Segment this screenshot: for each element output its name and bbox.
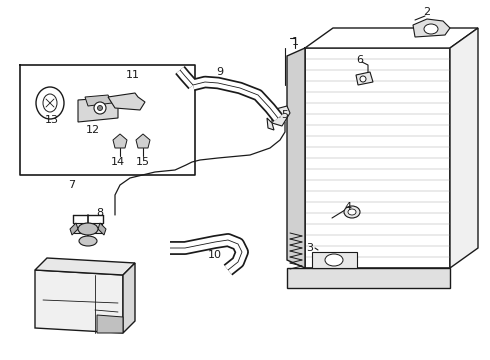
Ellipse shape [344,206,360,218]
Text: 7: 7 [69,180,75,190]
Polygon shape [287,48,305,268]
Polygon shape [356,72,373,85]
Text: 4: 4 [344,202,351,212]
Polygon shape [97,315,123,333]
Text: 9: 9 [217,67,223,77]
Polygon shape [267,118,274,130]
Ellipse shape [94,102,106,114]
Ellipse shape [36,87,64,119]
Text: 2: 2 [423,7,431,17]
Text: 8: 8 [97,208,103,218]
Polygon shape [113,134,127,148]
Polygon shape [74,223,102,233]
Ellipse shape [360,76,366,82]
Polygon shape [136,134,150,148]
Polygon shape [35,270,123,333]
Polygon shape [413,19,450,37]
Text: 3: 3 [307,243,314,253]
Text: 14: 14 [111,157,125,167]
Polygon shape [98,223,106,235]
Text: 10: 10 [208,250,222,260]
Ellipse shape [424,24,438,34]
Polygon shape [85,95,112,106]
Polygon shape [123,263,135,333]
Text: 13: 13 [45,115,59,125]
Polygon shape [312,252,357,268]
Polygon shape [450,28,478,268]
Text: 15: 15 [136,157,150,167]
Ellipse shape [348,209,356,215]
Text: 11: 11 [126,70,140,80]
Polygon shape [78,97,118,122]
Polygon shape [108,93,145,110]
Polygon shape [287,268,450,288]
Polygon shape [305,28,478,48]
Polygon shape [70,223,78,235]
Ellipse shape [43,94,57,112]
Ellipse shape [325,254,343,266]
Text: 6: 6 [357,55,364,65]
Text: 12: 12 [86,125,100,135]
Ellipse shape [78,223,98,235]
Polygon shape [35,258,135,275]
Polygon shape [272,106,290,126]
Ellipse shape [98,105,102,111]
Text: 5: 5 [281,110,289,120]
Text: 1: 1 [292,37,298,47]
Ellipse shape [79,236,97,246]
